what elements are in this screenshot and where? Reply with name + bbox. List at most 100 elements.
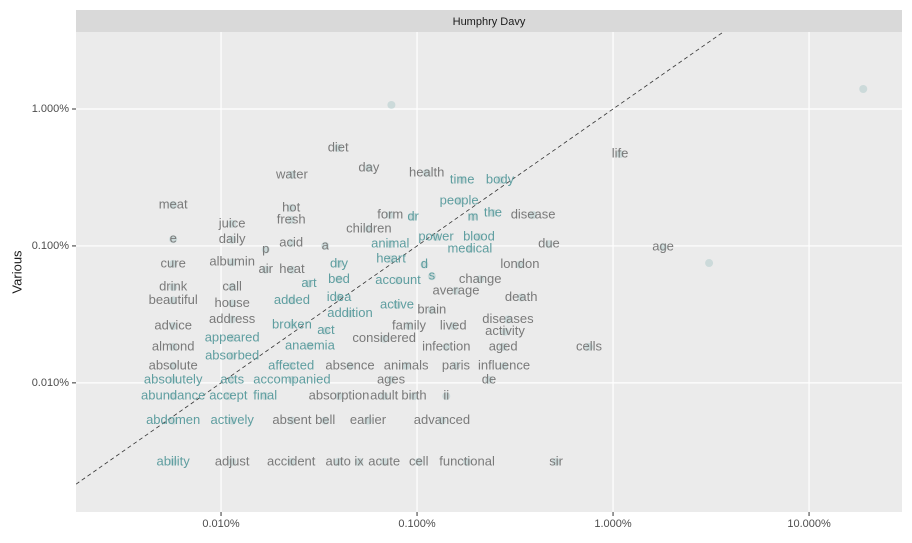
point	[355, 457, 364, 466]
word-label: appeared	[205, 329, 260, 344]
word-label: adjust	[215, 453, 250, 468]
point	[335, 275, 344, 284]
point	[321, 241, 330, 250]
word-label: ages	[377, 371, 406, 386]
word-label: medical	[447, 240, 492, 255]
word-label: m	[468, 208, 479, 223]
word-label: bell	[315, 412, 335, 427]
word-label: people	[440, 192, 479, 207]
word-label: dry	[330, 255, 349, 270]
word-label: acts	[220, 371, 244, 386]
axes: 0.010% 0.100% 1.000% 10.000% 0.010% 0.100% 1.0…	[32, 103, 831, 530]
point	[402, 361, 411, 370]
point	[517, 293, 526, 302]
word-label: ability	[157, 453, 191, 468]
word-label: air	[258, 261, 273, 276]
point	[169, 342, 178, 351]
point	[451, 286, 460, 295]
point	[169, 235, 178, 244]
word-label: a	[322, 237, 330, 252]
word-label: body	[486, 171, 515, 186]
point	[228, 235, 237, 244]
point	[410, 392, 419, 401]
point	[392, 301, 401, 310]
point	[169, 201, 178, 210]
word-label: juice	[218, 215, 246, 230]
word-label: absence	[325, 357, 374, 372]
point	[346, 309, 355, 318]
point	[500, 361, 509, 370]
word-label: paris	[442, 357, 471, 372]
word-label: beautiful	[149, 292, 198, 307]
word-label: absorption	[309, 388, 370, 403]
point	[705, 259, 714, 268]
word-label: blood	[463, 229, 495, 244]
point	[228, 299, 237, 308]
word-label: family	[392, 317, 426, 332]
word-label: accompanied	[253, 371, 330, 386]
word-label: the	[484, 204, 502, 219]
point	[469, 212, 478, 221]
point	[488, 208, 497, 217]
point	[380, 334, 389, 343]
word-label: acute	[368, 453, 400, 468]
point	[659, 243, 668, 252]
word-label: children	[346, 220, 392, 235]
point	[304, 279, 313, 288]
point	[616, 150, 625, 159]
point	[387, 100, 396, 109]
point	[228, 283, 237, 292]
word-label: absorbed	[205, 347, 259, 362]
word-label: cell	[409, 453, 429, 468]
word-label: health	[409, 164, 444, 179]
point	[485, 375, 494, 384]
word-label: time	[450, 171, 475, 186]
word-label: addition	[327, 305, 373, 320]
word-label: activity	[485, 323, 525, 338]
word-label: actively	[211, 412, 255, 427]
word-label: london	[500, 256, 539, 271]
point	[228, 416, 237, 425]
word-label: diseases	[482, 311, 534, 326]
word-label: water	[275, 166, 308, 181]
word-label: heat	[279, 261, 305, 276]
word-label: change	[459, 271, 502, 286]
point	[405, 322, 414, 331]
word-label: accident	[267, 453, 316, 468]
word-label: act	[317, 322, 335, 337]
word-label: accept	[209, 388, 248, 403]
word-label: earlier	[350, 412, 387, 427]
point	[305, 341, 314, 350]
word-label: average	[432, 282, 479, 297]
point	[387, 375, 396, 384]
point	[442, 392, 451, 401]
plot-area	[76, 32, 868, 485]
word-label: influence	[478, 357, 530, 372]
point	[169, 457, 178, 466]
word-label: address	[209, 311, 256, 326]
word-label: cure	[161, 255, 186, 270]
panel-background	[76, 32, 902, 512]
grid	[76, 32, 902, 512]
point	[394, 276, 403, 285]
word-label: call	[222, 279, 242, 294]
word-label: drink	[159, 279, 188, 294]
chart-title: Humphry Davy	[453, 16, 526, 28]
word-label: ii	[443, 388, 449, 403]
word-label: age	[652, 239, 674, 254]
point	[380, 457, 389, 466]
word-label: lived	[440, 317, 467, 332]
point	[335, 392, 344, 401]
point	[169, 375, 178, 384]
point	[287, 239, 296, 248]
point	[529, 211, 538, 220]
point	[387, 255, 396, 264]
point	[451, 361, 460, 370]
point	[169, 392, 178, 401]
point	[261, 245, 270, 254]
point	[364, 163, 373, 172]
word-label: functional	[439, 453, 495, 468]
x-tick-label: 0.010%	[202, 518, 240, 530]
word-label: art	[301, 275, 317, 290]
word-label: almond	[152, 338, 195, 353]
